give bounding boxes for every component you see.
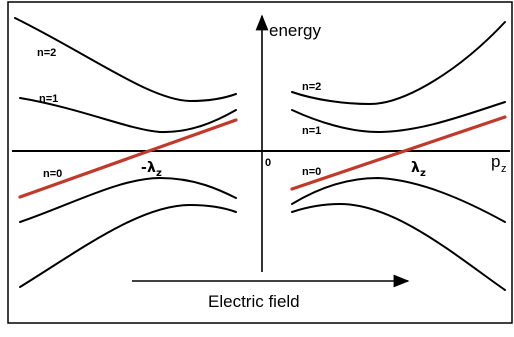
right-n1-curve xyxy=(291,101,506,134)
right-level-n0-label: n=0 xyxy=(302,166,321,178)
electric-field-label: Electric field xyxy=(208,292,300,311)
right-level-n1-label: n=1 xyxy=(302,125,321,137)
right-lower-curve-2 xyxy=(291,202,506,291)
left-level-n1-label: n=1 xyxy=(39,93,58,105)
left-level-n0-label: n=0 xyxy=(43,168,62,180)
left-n1-curve xyxy=(19,97,237,134)
origin-label: 0 xyxy=(265,157,271,169)
left-n2-curve xyxy=(14,17,237,103)
momentum-axis-label: p xyxy=(491,152,500,171)
right-crossing-symbol: λ xyxy=(411,160,420,176)
left-crossing-subscript: z xyxy=(156,168,162,179)
left-lower-curve-1 xyxy=(19,176,237,223)
left-crossing-symbol: λ xyxy=(147,160,156,176)
right-level-n2-label: n=2 xyxy=(302,81,321,93)
left-crossing-prefix: - xyxy=(141,160,147,176)
right-n2-curve xyxy=(291,21,506,106)
left-lower-curve-2 xyxy=(19,203,237,288)
right-zero-mode-line xyxy=(290,115,507,191)
left-level-n2-label: n=2 xyxy=(37,47,56,59)
right-lower-curve-1 xyxy=(291,176,506,223)
diagram-border xyxy=(7,1,513,324)
right-crossing-subscript: z xyxy=(420,168,426,179)
momentum-axis-subscript: z xyxy=(501,163,507,175)
left-zero-mode-line xyxy=(18,118,238,199)
energy-axis-label: energy xyxy=(269,21,321,40)
